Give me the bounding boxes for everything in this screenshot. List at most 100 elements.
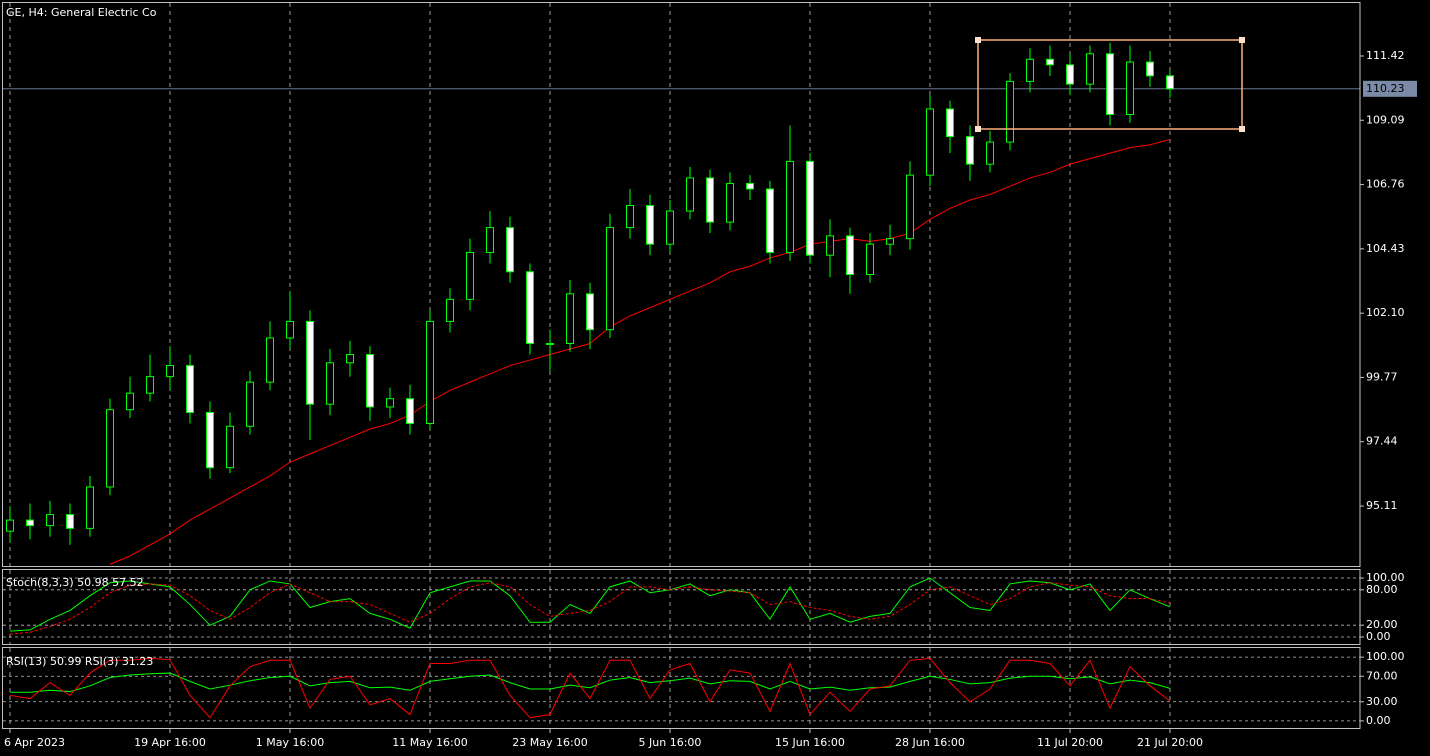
candle-body [1126, 61, 1134, 115]
candle-body [986, 141, 994, 165]
marks-layer [6, 42, 1174, 719]
candle-body [26, 519, 34, 527]
candle-body [1086, 53, 1094, 85]
candle-body [346, 354, 354, 364]
x-tick-label: 11 May 16:00 [392, 736, 467, 749]
rsi-pane-border [2, 647, 1361, 729]
grid-layer [3, 3, 1364, 733]
candle-body [586, 293, 594, 331]
candle-body [6, 519, 14, 532]
stoch-title: Stoch(8,3,3) 50.98 57.52 [6, 576, 144, 589]
candle-body [906, 174, 914, 240]
candle-body [186, 365, 194, 413]
candle-body [926, 108, 934, 176]
x-tick-label: 6 Apr 2023 [4, 736, 65, 749]
y-tick-label: 111.42 [1366, 49, 1405, 62]
y-tick-label: 100.00 [1366, 571, 1405, 584]
rsi-title: RSI(13) 50.99 RSI(3) 31.23 [6, 655, 153, 668]
indicator-line [9, 582, 1171, 635]
candle-body [726, 182, 734, 223]
x-tick-label: 28 Jun 16:00 [895, 736, 965, 749]
candle-body [46, 514, 54, 527]
y-tick-label: 109.09 [1366, 113, 1405, 126]
candle-body [286, 320, 294, 339]
candle-body [846, 235, 854, 276]
candle-body [506, 227, 514, 273]
candle-body [1046, 58, 1054, 66]
y-tick-label: 99.77 [1366, 370, 1398, 383]
candle-body [206, 411, 214, 469]
main-pane-border [2, 2, 1361, 567]
candle-body [526, 271, 534, 344]
candle-body [366, 354, 374, 408]
x-tick-label: 15 Jun 16:00 [775, 736, 845, 749]
indicator-line [10, 672, 1171, 693]
x-tick-label: 11 Jul 20:00 [1037, 736, 1103, 749]
candle-body [326, 362, 334, 405]
candle-body [246, 381, 254, 427]
candle-body [566, 293, 574, 344]
candle-body [446, 298, 454, 322]
x-tick-label: 1 May 16:00 [256, 736, 324, 749]
frame-layer [2, 2, 1361, 729]
candle-body [1166, 75, 1174, 90]
handle[interactable] [1239, 37, 1245, 43]
candle-body [686, 177, 694, 212]
candle-body [966, 136, 974, 165]
last-price-label: 110.23 [1366, 82, 1405, 95]
candle-body [86, 486, 94, 529]
x-tick-label: 21 Jul 20:00 [1137, 736, 1203, 749]
rectangle-object[interactable] [977, 39, 1243, 130]
candle-body [146, 376, 154, 394]
y-tick-label: 0.00 [1366, 714, 1391, 727]
candle-body [466, 251, 474, 300]
indicator-line [9, 577, 1171, 632]
candle-body [386, 398, 394, 408]
candle-body [226, 425, 234, 469]
y-tick-label: 30.00 [1366, 695, 1398, 708]
candle-body [126, 392, 134, 411]
y-tick-label: 0.00 [1366, 630, 1391, 643]
x-tick-label: 23 May 16:00 [512, 736, 587, 749]
candle-body [806, 160, 814, 256]
handle[interactable] [975, 37, 981, 43]
candle-body [306, 320, 314, 405]
handle[interactable] [1239, 126, 1245, 132]
candle-body [1006, 80, 1014, 143]
candle-body [266, 337, 274, 383]
x-tick-label: 19 Apr 16:00 [134, 736, 206, 749]
chart-title: GE, H4: General Electric Co [6, 6, 157, 19]
y-tick-label: 95.11 [1366, 499, 1398, 512]
candle-body [786, 160, 794, 253]
y-tick-label: 80.00 [1366, 583, 1398, 596]
candle-body [866, 243, 874, 276]
y-tick-label: 70.00 [1366, 669, 1398, 682]
candle-body [106, 409, 114, 488]
candle-body [1026, 58, 1034, 82]
candle-body [1146, 61, 1154, 77]
y-tick-label: 100.00 [1366, 650, 1405, 663]
y-tick-label: 97.44 [1366, 435, 1398, 448]
candle-body [406, 398, 414, 425]
y-tick-label: 106.76 [1366, 178, 1405, 191]
candle-body [546, 342, 554, 345]
y-tick-label: 20.00 [1366, 618, 1398, 631]
candle-body [626, 205, 634, 229]
candle-body [606, 227, 614, 331]
candle-body [486, 227, 494, 253]
candle-body [646, 205, 654, 245]
candle-body [1106, 53, 1114, 115]
moving-average [109, 138, 1171, 565]
y-tick-label: 102.10 [1366, 306, 1405, 319]
indicator-line [9, 657, 1171, 719]
candle-body [946, 108, 954, 138]
candle-body [746, 182, 754, 190]
x-tick-label: 5 Jun 16:00 [639, 736, 702, 749]
y-tick-label: 104.43 [1366, 242, 1405, 255]
handle[interactable] [975, 126, 981, 132]
candle-body [1066, 64, 1074, 85]
candle-body [706, 177, 714, 223]
